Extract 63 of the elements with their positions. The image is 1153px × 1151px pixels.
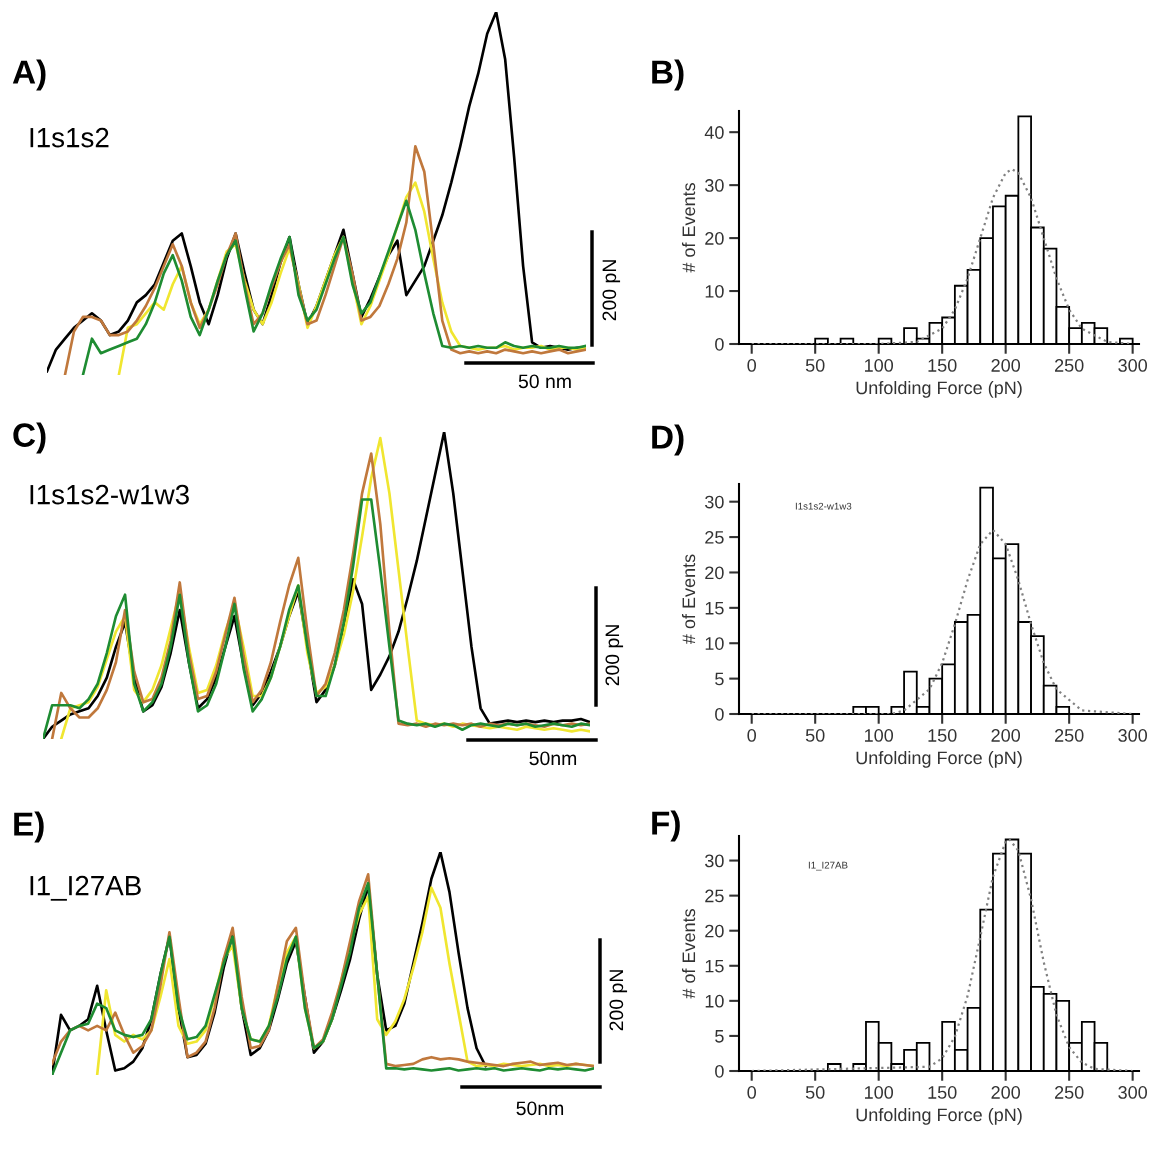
y-tick-label: 15 [705,601,724,615]
x-tick-label: 250 [1055,729,1084,742]
x-tick-label: 100 [865,359,894,372]
x-tick-label: 300 [1118,729,1148,742]
y-axis-title: # of Events [681,182,696,273]
x-tick-label: 300 [1118,1086,1148,1099]
y-tick-label: 25 [705,531,724,544]
annotation: I1s1s2-w1w3 [30,484,189,505]
x-tick-label: 150 [928,729,957,742]
chart-title: F) [652,810,680,842]
text: 200 pN [609,970,628,1031]
x-axis-title: Unfolding Force (pN) [856,750,1022,768]
x-tick-label: 250 [1055,1086,1084,1099]
y-tick-label: 5 [715,672,724,686]
annotation: I1_I27AB [30,875,141,901]
y-tick-label: 25 [705,889,724,903]
text: 50nm [516,1101,564,1116]
x-axis-title: Unfolding Force (pN) [856,380,1022,398]
x-tick-label: 150 [928,359,957,372]
x-tick-label: 50 [805,729,825,742]
annotation: I1s1s2-w1w3 [795,502,852,510]
chart-title: E) [14,811,44,843]
annotation: I1s1s2 [30,127,109,148]
y-tick-label: 20 [705,232,724,245]
annotation: I1_I27AB [808,861,848,871]
x-tick-label: 0 [747,729,757,742]
y-tick-label: 15 [705,959,724,973]
y-tick-label: 40 [704,126,724,139]
y-axis-title: # of Events [681,908,696,999]
y-tick-label: 30 [705,495,724,509]
y-tick-label: 30 [705,179,724,192]
x-tick-label: 100 [865,729,894,742]
text: 50nm [529,751,577,766]
y-tick-label: 10 [705,994,724,1008]
text: 200 pN [602,260,621,321]
y-tick-label: 10 [705,284,724,298]
x-tick-label: 200 [991,1086,1021,1099]
annotation: 50 nm [518,374,571,389]
x-axis-title: Unfolding Force (pN) [856,1107,1022,1125]
x-tick-label: 50 [805,359,825,372]
chart-title: D) [652,424,684,456]
chart-title: C) [13,422,46,454]
y-tick-label: 20 [705,924,724,938]
x-tick-label: 150 [928,1086,957,1099]
text: 200 pN [605,625,624,686]
text: A) [12,59,46,91]
x-tick-label: 100 [865,1086,894,1099]
x-tick-label: 0 [747,359,757,372]
chart-title: B) [652,59,684,91]
x-tick-label: 0 [747,1086,757,1099]
x-tick-label: 50 [805,1086,825,1099]
y-tick-label: 0 [715,1064,724,1078]
x-tick-label: 300 [1118,359,1148,372]
x-tick-label: 200 [991,729,1021,742]
y-tick-label: 20 [705,566,724,580]
x-tick-label: 250 [1055,359,1084,372]
y-tick-label: 30 [705,854,724,868]
x-tick-label: 200 [991,359,1021,372]
y-tick-label: 0 [715,707,724,721]
y-tick-label: 0 [715,337,724,351]
y-axis-title: # of Events [681,554,696,645]
y-tick-label: 10 [705,637,724,650]
y-tick-label: 5 [715,1030,724,1043]
